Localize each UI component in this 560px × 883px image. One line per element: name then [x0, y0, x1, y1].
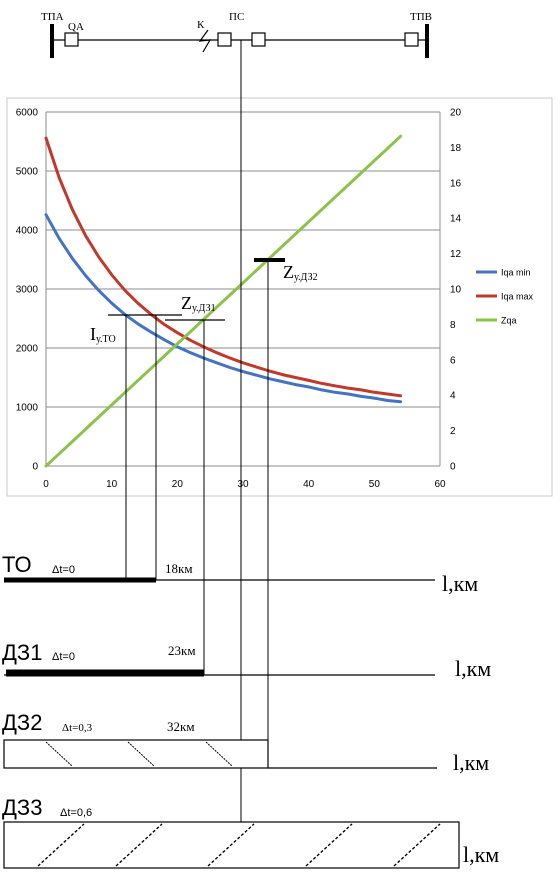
zone-dz1-delay: Δt=0 [52, 651, 75, 663]
y-left-tick-label: 6000 [16, 108, 39, 119]
legend-label: Iqa max [501, 292, 534, 302]
y-left-tick-label: 4000 [16, 226, 39, 237]
y-right-tick-label: 16 [450, 178, 462, 189]
x-tick-label: 50 [369, 479, 381, 490]
i-to-sub: у.ТО [96, 334, 116, 345]
y-right-tick-label: 0 [450, 462, 456, 473]
y-left-tick-label: 3000 [16, 285, 39, 296]
breaker-ps [251, 32, 266, 47]
zone-dz3-axis-label: l,км [463, 842, 499, 867]
zone-dz3-delay: Δt=0,6 [60, 807, 92, 819]
i-to-label: Iу.ТО [90, 324, 116, 345]
zone-dz1: ДЗ1 Δt=0 23км l,км [2, 640, 491, 681]
zone-dz2-delay: Δt=0,3 [62, 722, 93, 734]
chart-series [44, 134, 403, 468]
y-right-tick-label: 12 [450, 249, 462, 260]
chart-frame [6, 97, 553, 497]
z-dz2-main: Z [283, 262, 294, 282]
i-to-main: I [90, 324, 96, 344]
y-right-tick-label: 14 [450, 214, 462, 225]
y-left-tick-label: 0 [32, 462, 38, 473]
zone-to: ТО Δt=0 18км l,км [2, 552, 478, 596]
z-dz1-label: Zу.ДЗ1 [181, 293, 216, 314]
zone-to-name: ТО [2, 552, 32, 577]
label-fault: К [197, 19, 205, 31]
x-tick-label: 60 [434, 479, 446, 490]
breaker-qa [64, 32, 79, 47]
x-tick-label: 20 [172, 479, 184, 490]
label-substation: ПС [229, 11, 244, 23]
zone-to-axis-label: l,км [442, 571, 478, 596]
y-right-tick-label: 8 [450, 320, 456, 331]
legend-label: Iqa min [501, 268, 531, 278]
label-source-a: ТПА [41, 11, 64, 23]
zone-dz1-axis-label: l,км [455, 656, 491, 681]
zone-dz3: ДЗ3 Δt=0,6 l,км [2, 795, 499, 869]
y-right-tick-label: 10 [450, 285, 462, 296]
zone-dz2-bar [3, 739, 269, 769]
fault-arrow-icon [198, 29, 212, 53]
y-right-tick-label: 2 [450, 426, 456, 437]
series-line-zqa [44, 134, 403, 468]
x-tick-label: 30 [237, 479, 249, 490]
y-right-tick-label: 18 [450, 143, 462, 154]
x-tick-label: 40 [303, 479, 315, 490]
label-source-b: ТПВ [410, 11, 432, 23]
z-dz2-label: Zу.ДЗ2 [283, 262, 318, 283]
single-line-diagram: ТПА QA К ПС ТПВ [41, 11, 432, 58]
x-tick-label: 0 [43, 479, 49, 490]
label-breaker-qa: QA [68, 21, 84, 33]
zone-dz3-hatching [37, 823, 441, 867]
y-right-tick-label: 6 [450, 355, 456, 366]
legend-label: Zqa [501, 316, 517, 326]
breaker-b [404, 32, 419, 47]
y-right-tick-label: 20 [450, 108, 462, 119]
chart-grid [46, 111, 440, 467]
z-dz1-sub: у.ДЗ1 [192, 303, 216, 314]
chart-axes: 0 1000 2000 3000 4000 5000 6000 0 2 4 6 8 10 12 14 16 18… [16, 108, 462, 491]
y-left-tick-label: 1000 [16, 403, 39, 414]
chart-legend: Iqa min Iqa max Zqa [476, 268, 534, 326]
zone-to-delay: Δt=0 [52, 564, 75, 576]
zone-dz2-reach: 32км [167, 719, 195, 734]
zone-to-reach: 18км [165, 561, 193, 576]
zone-dz2: ДЗ2 Δt=0,3 32км l,км [2, 710, 489, 775]
chart-annotations: Iу.ТО Zу.ДЗ1 Zу.ДЗ2 [90, 258, 318, 345]
zone-dz3-name: ДЗ3 [2, 795, 42, 820]
zone-dz2-name: ДЗ2 [2, 710, 42, 735]
zone-dz3-bar [3, 821, 460, 869]
series-line-iqa-min [44, 213, 403, 404]
chart: 0 1000 2000 3000 4000 5000 6000 0 2 4 6 8 10 12 14 16 18… [6, 97, 553, 497]
zone-dz1-name: ДЗ1 [2, 640, 42, 665]
y-right-tick-label: 4 [450, 391, 456, 402]
z-dz2-sub: у.ДЗ2 [294, 272, 318, 283]
zone-dz2-axis-label: l,км [453, 750, 489, 775]
z-dz1-main: Z [181, 293, 192, 313]
series-line-iqa-max [44, 136, 403, 398]
breaker-fault-side [217, 32, 232, 47]
zone-dz1-reach: 23км [168, 643, 196, 658]
x-tick-label: 10 [106, 479, 118, 490]
projection-lines [125, 40, 269, 868]
y-left-tick-label: 2000 [16, 344, 39, 355]
y-left-tick-label: 5000 [16, 167, 39, 178]
